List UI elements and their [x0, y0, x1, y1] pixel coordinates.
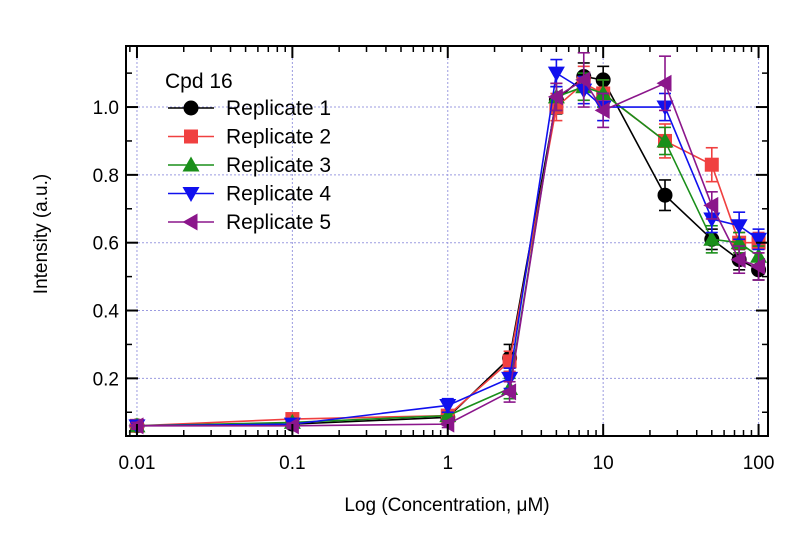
legend-label: Replicate 5: [226, 211, 331, 234]
data-point: [594, 101, 610, 119]
legend-label: Replicate 2: [226, 126, 331, 149]
plot-frame: [125, 45, 769, 437]
data-point: [575, 71, 591, 89]
legend-label: Replicate 1: [226, 97, 331, 120]
data-point: [704, 157, 719, 172]
y-tick-label: 1.0: [93, 98, 119, 119]
data-point: [750, 257, 766, 275]
x-tick-label: 100: [743, 453, 775, 474]
legend-marker: [182, 187, 200, 202]
data-point: [501, 371, 519, 387]
y-tick-label: 0.6: [93, 234, 119, 255]
data-point: [730, 219, 748, 235]
data-point: [501, 383, 517, 401]
x-axis-label: Log (Concentration, μM): [344, 495, 549, 516]
data-point: [656, 132, 674, 148]
data-point: [750, 232, 768, 248]
legend-label: Replicate 4: [226, 183, 331, 206]
legend: Cpd 16 Replicate 1 Replicate 2 Replicate 3…: [165, 70, 331, 234]
data-point: [730, 251, 746, 269]
legend-item: Replicate 1: [168, 97, 331, 120]
x-tick-label: 0.1: [279, 453, 305, 474]
data-point: [547, 88, 563, 106]
axis-ticks: 0.01 0.1 1 10 100 0.2 0.4 0.6 0.8 1.0: [93, 46, 775, 474]
legend-marker: [183, 100, 199, 116]
data-point: [657, 187, 673, 203]
legend-marker: [182, 156, 200, 172]
data-point: [656, 74, 672, 92]
data-point: [703, 196, 719, 214]
legend-item: Replicate 2: [168, 126, 331, 149]
data-point: [547, 66, 565, 82]
x-tick-label: 1: [442, 453, 453, 474]
data-point: [703, 230, 721, 246]
y-axis-label: Intensity (a.u.): [31, 174, 52, 294]
legend-item: Replicate 3: [168, 154, 331, 177]
legend-marker: [182, 213, 198, 231]
legend-item: Replicate 4: [168, 183, 331, 206]
legend-marker: [184, 129, 198, 144]
data-point: [439, 398, 457, 414]
data-point: [703, 212, 721, 228]
y-tick-label: 0.4: [93, 302, 120, 323]
grid-lines: [126, 46, 768, 436]
plot-data: [128, 51, 768, 435]
legend-label: Replicate 3: [226, 154, 331, 177]
legend-item: Replicate 5: [168, 211, 331, 234]
data-point: [594, 84, 612, 100]
x-tick-label: 0.01: [118, 453, 155, 474]
series-5: [128, 51, 766, 435]
y-tick-label: 0.2: [93, 369, 119, 390]
x-tick-label: 10: [593, 453, 614, 474]
legend-title: Cpd 16: [165, 70, 233, 93]
y-tick-label: 0.8: [93, 166, 119, 187]
